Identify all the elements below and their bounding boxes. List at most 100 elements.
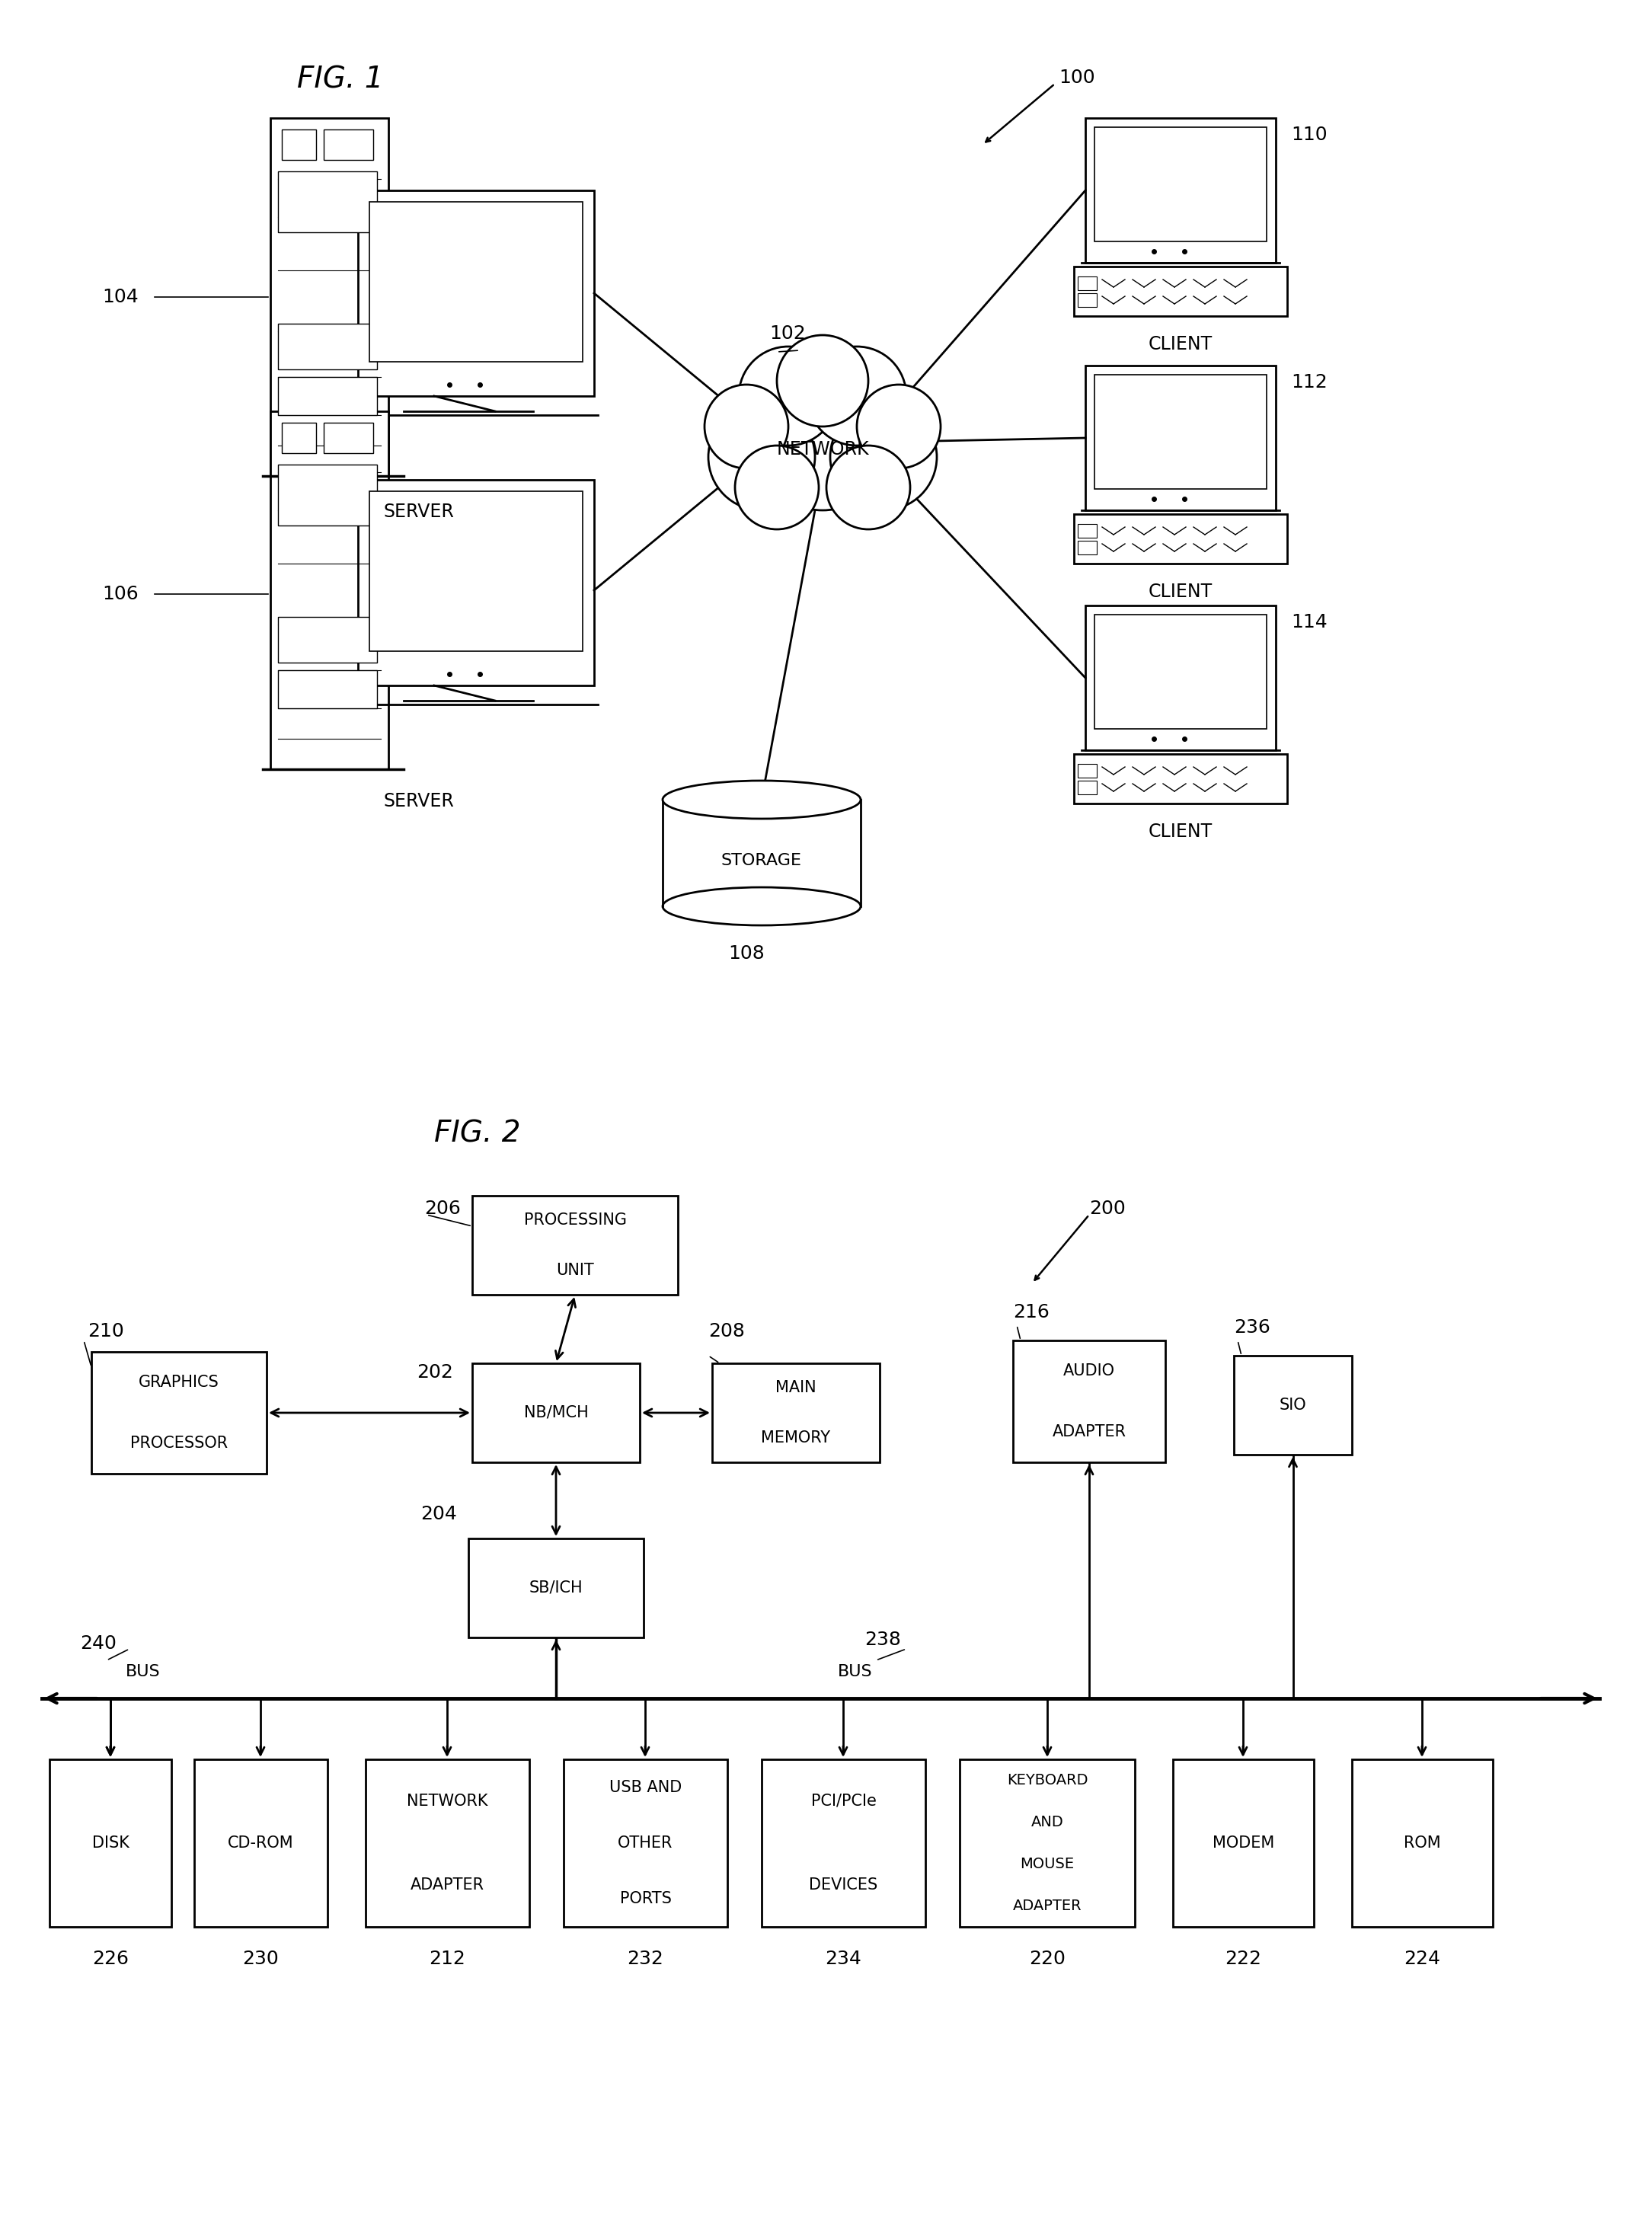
Bar <box>50 1759 172 1927</box>
Text: OTHER: OTHER <box>618 1835 672 1851</box>
Text: 204: 204 <box>421 1505 458 1523</box>
Circle shape <box>738 346 838 446</box>
Bar <box>1085 118 1275 263</box>
Bar <box>324 424 373 453</box>
Text: NETWORK: NETWORK <box>776 439 869 459</box>
Ellipse shape <box>662 888 861 925</box>
Text: SERVER: SERVER <box>383 792 454 809</box>
Text: SERVER: SERVER <box>383 502 454 522</box>
Bar <box>1234 1356 1351 1454</box>
Bar <box>358 190 595 397</box>
Circle shape <box>735 446 819 529</box>
Bar <box>370 203 583 361</box>
Bar <box>1074 268 1287 317</box>
Text: PORTS: PORTS <box>620 1891 671 1907</box>
Bar <box>271 118 388 475</box>
Text: 232: 232 <box>628 1949 664 1969</box>
Bar <box>1085 607 1275 749</box>
Circle shape <box>709 404 814 511</box>
Text: DEVICES: DEVICES <box>809 1878 877 1893</box>
Text: 234: 234 <box>826 1949 862 1969</box>
Text: 202: 202 <box>416 1363 453 1383</box>
Bar <box>1095 615 1267 729</box>
Bar <box>91 1351 266 1474</box>
Bar <box>278 464 377 526</box>
Text: ADAPTER: ADAPTER <box>411 1878 484 1893</box>
Text: CD-ROM: CD-ROM <box>228 1835 294 1851</box>
Circle shape <box>831 404 937 511</box>
Bar <box>1077 524 1097 537</box>
Bar <box>324 129 373 161</box>
Text: ROM: ROM <box>1404 1835 1441 1851</box>
Text: GRAPHICS: GRAPHICS <box>139 1374 220 1389</box>
Text: MODEM: MODEM <box>1213 1835 1274 1851</box>
Bar <box>472 1195 677 1296</box>
Bar <box>1077 292 1097 308</box>
Text: 100: 100 <box>1059 69 1095 87</box>
Text: PCI/PCIe: PCI/PCIe <box>811 1793 876 1809</box>
Text: FIG. 1: FIG. 1 <box>297 65 383 94</box>
Text: 216: 216 <box>1013 1302 1049 1322</box>
Circle shape <box>826 446 910 529</box>
Circle shape <box>808 346 907 446</box>
Text: 236: 236 <box>1234 1318 1270 1336</box>
Bar <box>1074 515 1287 564</box>
Circle shape <box>704 384 788 468</box>
Text: MAIN: MAIN <box>775 1380 816 1396</box>
Bar <box>278 671 377 709</box>
Text: KEYBOARD: KEYBOARD <box>1006 1773 1087 1788</box>
Bar <box>1095 375 1267 488</box>
Bar <box>370 491 583 651</box>
Text: 230: 230 <box>243 1949 279 1969</box>
Bar <box>960 1759 1135 1927</box>
Bar <box>563 1759 727 1927</box>
Bar <box>1077 780 1097 794</box>
Text: SIO: SIO <box>1279 1398 1307 1414</box>
Text: MEMORY: MEMORY <box>762 1429 831 1445</box>
Bar <box>762 1759 925 1927</box>
Bar <box>472 1363 639 1463</box>
Bar <box>662 801 861 905</box>
Bar <box>195 1759 327 1927</box>
Bar <box>1077 765 1097 778</box>
Text: 210: 210 <box>88 1322 124 1340</box>
Text: NB/MCH: NB/MCH <box>524 1405 588 1421</box>
Text: 114: 114 <box>1290 613 1327 631</box>
Text: 110: 110 <box>1290 125 1327 145</box>
Text: PROCESSING: PROCESSING <box>524 1213 626 1229</box>
Bar <box>282 424 316 453</box>
Text: SB/ICH: SB/ICH <box>529 1581 583 1597</box>
Text: 112: 112 <box>1290 372 1327 392</box>
Text: 104: 104 <box>102 288 139 306</box>
Text: 102: 102 <box>770 323 806 343</box>
Text: 224: 224 <box>1404 1949 1441 1969</box>
Text: 220: 220 <box>1029 1949 1066 1969</box>
Text: 222: 222 <box>1226 1949 1262 1969</box>
Bar <box>469 1539 644 1637</box>
Bar <box>1173 1759 1313 1927</box>
Bar <box>365 1759 529 1927</box>
Bar <box>1074 754 1287 803</box>
Circle shape <box>857 384 940 468</box>
Text: 108: 108 <box>729 943 765 963</box>
Text: STORAGE: STORAGE <box>722 854 801 867</box>
Text: USB AND: USB AND <box>610 1780 682 1795</box>
Bar <box>1077 540 1097 555</box>
Text: PROCESSOR: PROCESSOR <box>131 1436 228 1452</box>
Bar <box>282 129 316 161</box>
Text: ADAPTER: ADAPTER <box>1013 1898 1082 1913</box>
Text: AND: AND <box>1031 1815 1064 1829</box>
Bar <box>1077 277 1097 290</box>
Bar <box>358 479 595 685</box>
Bar <box>1095 127 1267 241</box>
Text: 106: 106 <box>102 584 139 602</box>
Bar <box>1013 1340 1165 1463</box>
Text: BUS: BUS <box>126 1664 160 1679</box>
Text: 226: 226 <box>93 1949 129 1969</box>
Bar <box>278 618 377 662</box>
Text: 212: 212 <box>430 1949 466 1969</box>
Text: CLIENT: CLIENT <box>1148 582 1213 600</box>
Text: MOUSE: MOUSE <box>1021 1858 1074 1871</box>
Text: AUDIO: AUDIO <box>1064 1363 1115 1378</box>
Text: 200: 200 <box>1089 1200 1125 1218</box>
